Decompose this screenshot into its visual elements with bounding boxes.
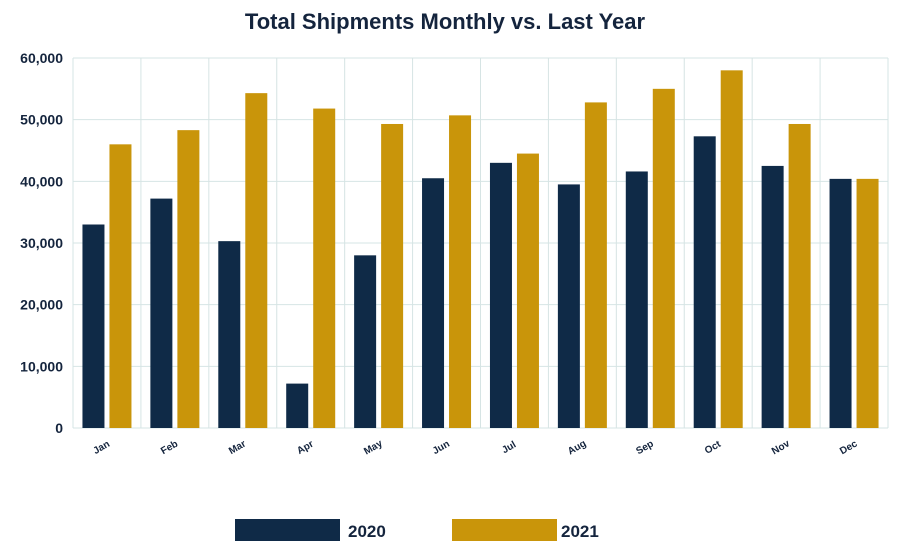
x-tick-label: Sep [634,438,655,457]
legend: 2020 2021 [235,519,599,541]
bar-2021-sep [652,88,675,428]
bar-2021-nov [788,123,811,428]
bar-2020-may [354,255,377,428]
bar-2021-may [381,123,404,428]
y-axis-ticks: 0 10,000 20,000 30,000 40,000 50,000 60,000 [20,50,63,436]
bar-2021-apr [313,108,336,429]
bar-2021-jun [449,115,472,428]
bar-2020-oct [693,136,716,429]
x-tick-label: Oct [703,439,724,457]
x-tick-label: Jan [91,439,111,457]
legend-swatch-2021 [452,519,557,541]
grid [72,57,889,429]
bar-2020-jun [422,178,445,428]
bar-2021-mar [245,93,268,429]
x-tick-label: Mar [227,439,248,457]
y-tick-label: 20,000 [20,297,63,313]
bar-2020-nov [761,165,784,428]
y-tick-label: 10,000 [20,358,63,374]
x-tick-label: Aug [566,438,588,457]
legend-label-2020: 2020 [348,522,386,541]
y-tick-label: 0 [55,420,63,436]
chart-title: Total Shipments Monthly vs. Last Year [245,9,646,34]
bar-2020-mar [218,241,241,428]
bar-2020-feb [150,198,173,428]
x-tick-label: Apr [295,439,316,457]
bar-2020-jan [82,224,105,428]
x-tick-label: Nov [770,438,792,457]
y-tick-label: 50,000 [20,112,63,128]
bar-2020-apr [286,383,309,428]
bar-2020-dec [829,178,852,428]
x-tick-label: Jul [500,439,518,456]
y-tick-label: 40,000 [20,173,63,189]
bar-2020-jul [489,162,512,429]
bar-2020-aug [557,184,580,428]
x-tick-label: Feb [159,439,180,457]
bar-2021-dec [856,178,879,428]
bar-2021-jan [109,144,132,429]
x-tick-label: Jun [431,439,452,457]
bar-2020-sep [625,171,648,428]
x-tick-label: Dec [838,438,860,457]
x-axis-ticks: Jan Feb Mar Apr May Jun Jul Aug Sep Oct Nov Dec [91,438,859,457]
x-tick-label: May [362,438,385,457]
bars [82,70,879,429]
bar-2021-aug [584,102,607,429]
legend-swatch-2020 [235,519,340,541]
y-tick-label: 60,000 [20,50,63,66]
bar-2021-feb [177,130,200,428]
y-tick-label: 30,000 [20,235,63,251]
legend-label-2021: 2021 [561,522,599,541]
bar-2021-oct [720,70,743,428]
bar-2021-jul [516,153,539,429]
